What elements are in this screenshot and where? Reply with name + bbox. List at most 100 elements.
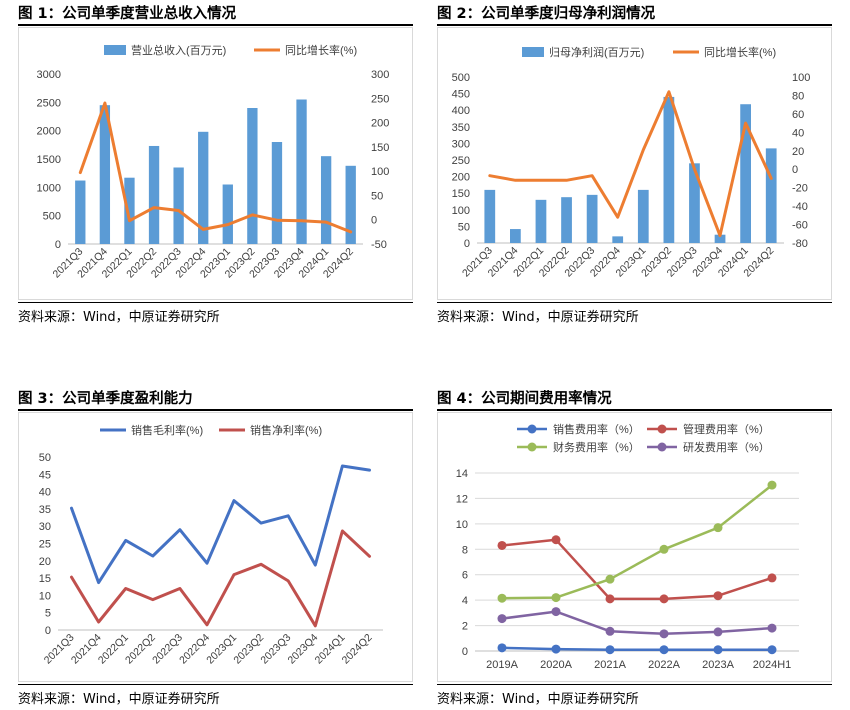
series-line: [70, 529, 371, 628]
y-tick-label: 2500: [37, 97, 61, 109]
x-tick-label: 2022A: [648, 659, 680, 671]
legend-label: 同比增长率(%): [285, 43, 357, 57]
legend-label: 研发费用率（%）: [683, 440, 770, 454]
y-tick-label: 4: [462, 595, 468, 607]
series-line: [500, 646, 774, 651]
y-tick-label: 10: [456, 519, 468, 531]
chart-panel-3: 图 3：公司单季度盈利能力 0 5 10 15 20 25 30 35 40 45 50 2021Q3…: [18, 387, 413, 709]
title-rule: [18, 24, 413, 26]
y2-tick-label: 0: [371, 215, 377, 227]
bar: [586, 194, 598, 243]
point: [551, 535, 561, 545]
series-line: [500, 483, 774, 600]
bar: [535, 199, 547, 243]
x-tick-label: 2019A: [486, 659, 518, 671]
y-tick-label: 10: [39, 590, 51, 602]
y-tick-label: 250: [452, 155, 470, 167]
x-tick-label: 2023A: [702, 659, 734, 671]
source-rule: [437, 302, 832, 303]
point: [713, 591, 723, 601]
point: [551, 593, 561, 603]
y-tick-label: 1500: [37, 154, 61, 166]
y-tick-label: 2: [462, 621, 468, 633]
point: [497, 643, 507, 653]
y-tick-label: 35: [39, 504, 51, 516]
y-tick-label: 14: [456, 468, 468, 480]
y-tick-label: 0: [55, 239, 61, 251]
point: [497, 614, 507, 624]
y2-tick-label: 250: [371, 93, 389, 105]
x-tick-label: 2024H1: [753, 659, 792, 671]
bar: [99, 105, 111, 245]
source-note: 资料来源：Wind，中原证券研究所: [18, 692, 220, 707]
point: [767, 645, 777, 655]
chart-frame: [437, 412, 832, 682]
point: [659, 594, 669, 604]
x-tick-label: 2020A: [540, 659, 572, 671]
title-rule: [437, 409, 832, 411]
point: [659, 629, 669, 639]
x-tick-label: 2024Q2: [340, 632, 375, 667]
legend-label: 财务费用率（%）: [553, 440, 640, 454]
point: [605, 626, 615, 636]
series-line: [488, 90, 773, 238]
legend-swatch: [522, 47, 544, 57]
bar: [663, 96, 675, 243]
legend-marker: [657, 442, 667, 452]
y2-tick-label: -40: [792, 201, 808, 213]
y-tick-label: 3000: [37, 69, 61, 81]
bar: [714, 234, 726, 243]
chart-title: 图 1：公司单季度营业总收入情况: [18, 6, 237, 22]
point: [767, 573, 777, 583]
bar: [345, 165, 356, 244]
y-tick-label: 100: [452, 205, 470, 217]
chart-panel-2: 图 2：公司单季度归母净利润情况 0 50 100 150 200 250 300 350 40…: [437, 2, 832, 327]
bar: [484, 189, 496, 243]
y-tick-label: 200: [452, 172, 470, 184]
y-tick-label: 15: [39, 573, 51, 585]
bar: [740, 104, 751, 243]
source-note: 资料来源：Wind，中原证券研究所: [437, 692, 639, 707]
y-tick-label: 25: [39, 539, 51, 551]
bar: [75, 180, 86, 244]
y2-tick-label: 40: [792, 127, 804, 139]
y-tick-label: 12: [456, 493, 468, 505]
y2-tick-label: 0: [792, 164, 798, 176]
y2-tick-label: 50: [371, 190, 383, 202]
chart-title: 图 3：公司单季度盈利能力: [18, 391, 193, 407]
y2-tick-label: 80: [792, 90, 804, 102]
point: [497, 593, 507, 603]
source-rule: [18, 684, 413, 685]
legend-swatch: [104, 45, 126, 55]
source-note: 资料来源：Wind，中原证券研究所: [437, 310, 639, 325]
point: [713, 523, 723, 533]
bar: [124, 177, 135, 244]
y-tick-label: 50: [458, 221, 470, 233]
bar: [320, 156, 332, 244]
bar: [765, 148, 777, 243]
y-tick-label: 450: [452, 89, 470, 101]
y-tick-label: 500: [452, 72, 470, 84]
point: [551, 644, 561, 654]
y-tick-label: 40: [39, 487, 51, 499]
legend-label: 归母净利润(百万元): [549, 45, 644, 59]
bar: [612, 236, 624, 243]
y-tick-label: 0: [464, 238, 470, 250]
bar: [222, 184, 233, 244]
y2-tick-label: -50: [371, 239, 387, 251]
legend-marker: [527, 442, 537, 452]
legend-label: 营业总收入(百万元): [131, 43, 226, 57]
point: [659, 645, 669, 655]
y2-tick-label: -80: [792, 238, 808, 250]
source-rule: [18, 302, 413, 303]
x-tick-label: 2021A: [594, 659, 626, 671]
chart-panel-4: 图 4：公司期间费用率情况 0 2 4 6 8 10 12 14 2019A 2020A 2021A…: [437, 387, 832, 709]
series-line: [500, 538, 774, 601]
title-rule: [437, 24, 832, 26]
source-rule: [437, 684, 832, 685]
net-profit-chart: 050100150200250300350400450500-80-60-40-…: [452, 45, 811, 280]
legend-label: 同比增长率(%): [704, 45, 776, 59]
y2-tick-label: -60: [792, 220, 808, 232]
y-tick-label: 0: [462, 646, 468, 658]
bar: [173, 167, 184, 244]
